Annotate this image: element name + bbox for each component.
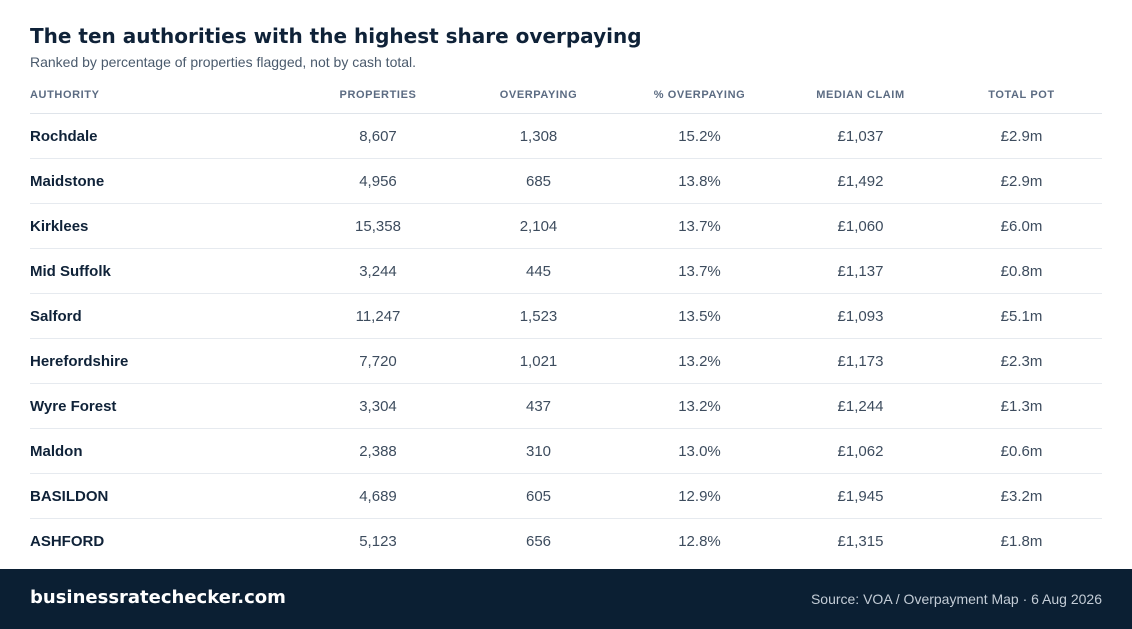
authorities-table: AUTHORITY PROPERTIES OVERPAYING % OVERPA… xyxy=(30,76,1102,563)
median-claim-cell: £1,945 xyxy=(780,473,941,519)
column-header-median-claim: MEDIAN CLAIM xyxy=(780,76,941,114)
median-claim-cell: £1,492 xyxy=(780,158,941,204)
column-header-properties: PROPERTIES xyxy=(298,76,458,114)
percent-overpaying-cell: 13.5% xyxy=(619,293,780,339)
source-note: Source: VOA / Overpayment Map · 6 Aug 20… xyxy=(810,591,1102,607)
authority-cell: ASHFORD xyxy=(30,532,105,550)
overpaying-cell: 1,523 xyxy=(458,293,619,339)
authority-cell: Mid Suffolk xyxy=(30,248,298,294)
authority-cell: Salford xyxy=(30,293,298,339)
total-pot-cell: £3.2m xyxy=(941,473,1102,519)
median-claim-cell: £1,137 xyxy=(780,248,941,294)
column-header-authority: AUTHORITY xyxy=(30,76,298,114)
table-row: BASILDON 4,689 605 12.9% £1,945 £3.2m xyxy=(30,473,1102,519)
overpaying-cell: 1,021 xyxy=(458,338,619,384)
table-row: Mid Suffolk 3,244 445 13.7% £1,137 £0.8m xyxy=(30,248,1102,294)
table-header-row: AUTHORITY PROPERTIES OVERPAYING % OVERPA… xyxy=(30,76,1102,114)
properties-cell: 5,123 xyxy=(359,532,397,550)
overpaying-cell: 656 xyxy=(525,532,552,550)
properties-cell: 11,247 xyxy=(298,293,458,339)
percent-overpaying-cell: 12.8% xyxy=(678,532,721,550)
properties-cell: 3,304 xyxy=(298,383,458,429)
overpaying-cell: 605 xyxy=(458,473,619,519)
median-claim-cell: £1,173 xyxy=(780,338,941,384)
authority-cell: Maidstone xyxy=(30,158,298,204)
column-header-total-pot: TOTAL POT xyxy=(941,76,1102,114)
properties-cell: 4,689 xyxy=(298,473,458,519)
authority-cell: Wyre Forest xyxy=(30,383,298,429)
authority-cell: Maldon xyxy=(30,428,298,474)
table-row: Rochdale 8,607 1,308 15.2% £1,037 £2.9m xyxy=(30,113,1102,159)
table-row: Herefordshire 7,720 1,021 13.2% £1,173 £… xyxy=(30,338,1102,384)
column-header-overpaying: OVERPAYING xyxy=(458,76,619,114)
brand-name: businessratechecker.com xyxy=(30,587,286,608)
overpaying-cell: 445 xyxy=(458,248,619,294)
median-claim-cell: £1,060 xyxy=(780,203,941,249)
properties-cell: 8,607 xyxy=(298,113,458,159)
properties-cell: 2,388 xyxy=(298,428,458,474)
overpaying-cell: 2,104 xyxy=(458,203,619,249)
overpaying-cell: 310 xyxy=(458,428,619,474)
table-row: Salford 11,247 1,523 13.5% £1,093 £5.1m xyxy=(30,293,1102,339)
table-row: ASHFORD 5,123 656 12.8% £1,315 £1.8m xyxy=(30,519,1102,564)
median-claim-cell: £1,093 xyxy=(780,293,941,339)
total-pot-cell: £2.9m xyxy=(941,158,1102,204)
total-pot-cell: £1.8m xyxy=(1000,532,1043,550)
percent-overpaying-cell: 13.2% xyxy=(619,383,780,429)
overpaying-cell: 437 xyxy=(458,383,619,429)
properties-cell: 7,720 xyxy=(298,338,458,384)
percent-overpaying-cell: 15.2% xyxy=(619,113,780,159)
table-row: Wyre Forest 3,304 437 13.2% £1,244 £1.3m xyxy=(30,383,1102,429)
percent-overpaying-cell: 13.8% xyxy=(619,158,780,204)
total-pot-cell: £0.6m xyxy=(941,428,1102,474)
percent-overpaying-cell: 13.7% xyxy=(619,203,780,249)
total-pot-cell: £1.3m xyxy=(941,383,1102,429)
total-pot-cell: £2.3m xyxy=(941,338,1102,384)
properties-cell: 3,244 xyxy=(298,248,458,294)
overpaying-cell: 685 xyxy=(458,158,619,204)
total-pot-cell: £0.8m xyxy=(941,248,1102,294)
total-pot-cell: £6.0m xyxy=(941,203,1102,249)
properties-cell: 4,956 xyxy=(298,158,458,204)
percent-overpaying-cell: 12.9% xyxy=(619,473,780,519)
authority-cell: Herefordshire xyxy=(30,338,298,384)
table-row: Kirklees 15,358 2,104 13.7% £1,060 £6.0m xyxy=(30,203,1102,249)
total-pot-cell: £2.9m xyxy=(941,113,1102,159)
median-claim-cell: £1,244 xyxy=(780,383,941,429)
median-claim-cell: £1,062 xyxy=(780,428,941,474)
properties-cell: 15,358 xyxy=(298,203,458,249)
page-title: The ten authorities with the highest sha… xyxy=(30,24,642,48)
table-row: Maidstone 4,956 685 13.8% £1,492 £2.9m xyxy=(30,158,1102,204)
percent-overpaying-cell: 13.7% xyxy=(619,248,780,294)
authority-cell: BASILDON xyxy=(30,473,298,519)
percent-overpaying-cell: 13.2% xyxy=(619,338,780,384)
footer-bar: businessratechecker.com Source: VOA / Ov… xyxy=(0,569,1132,629)
percent-overpaying-cell: 13.0% xyxy=(619,428,780,474)
total-pot-cell: £5.1m xyxy=(941,293,1102,339)
median-claim-cell: £1,037 xyxy=(780,113,941,159)
authority-cell: Rochdale xyxy=(30,113,298,159)
overpaying-cell: 1,308 xyxy=(458,113,619,159)
column-header-percent-overpaying: % OVERPAYING xyxy=(619,76,780,114)
table-row: Maldon 2,388 310 13.0% £1,062 £0.6m xyxy=(30,428,1102,474)
median-claim-cell: £1,315 xyxy=(837,532,884,550)
page-subtitle: Ranked by percentage of properties flagg… xyxy=(30,54,417,70)
authority-cell: Kirklees xyxy=(30,203,298,249)
